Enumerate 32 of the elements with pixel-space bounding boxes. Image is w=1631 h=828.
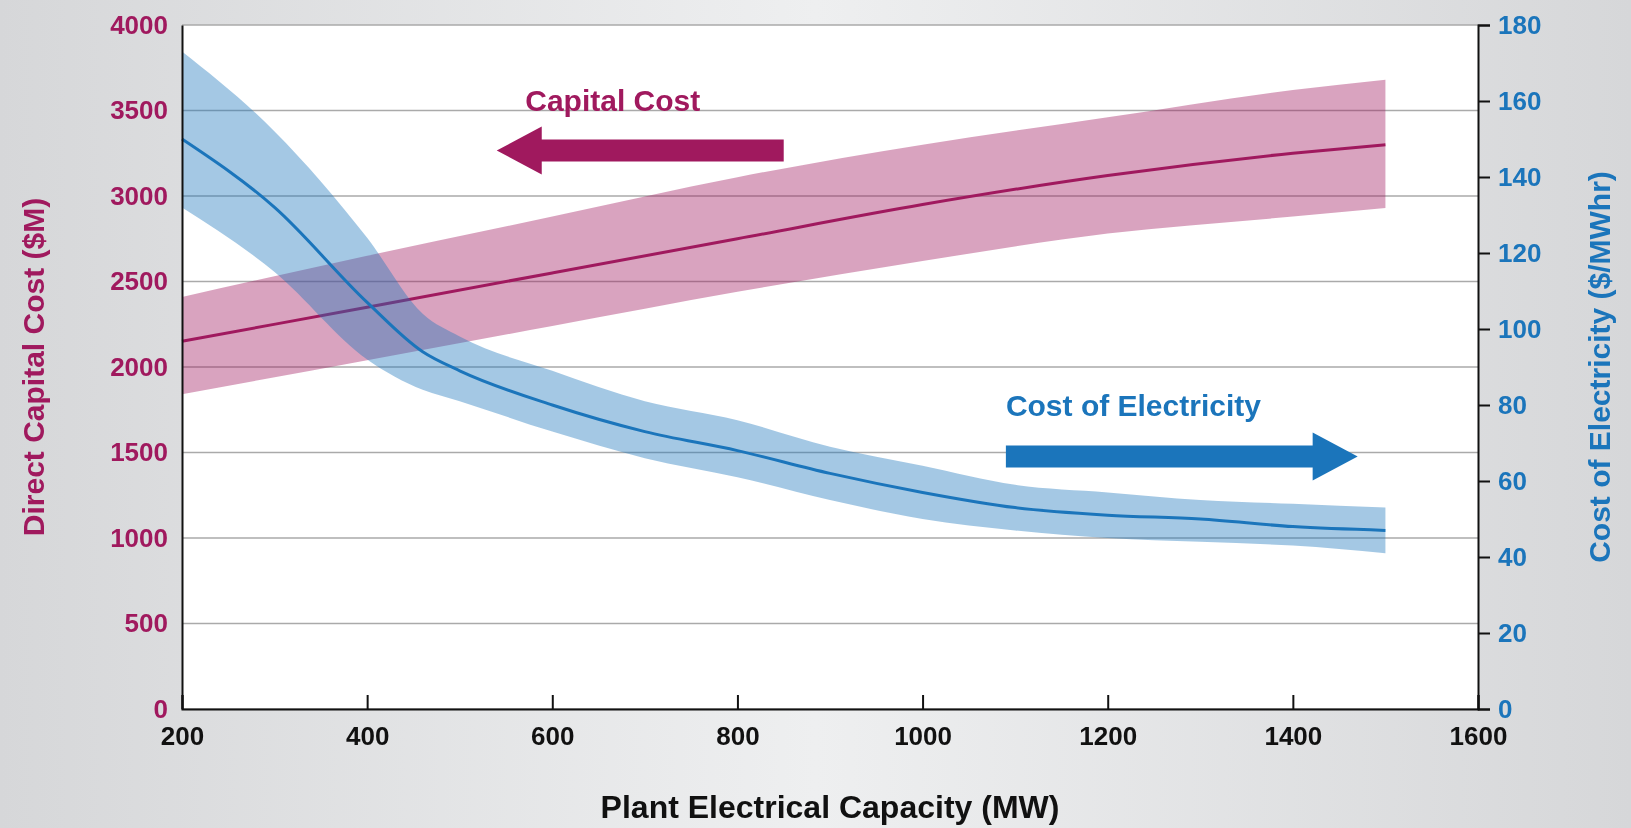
y2-tick-label: 80 xyxy=(1498,389,1527,420)
y2-tick-label: 0 xyxy=(1498,693,1513,724)
x-tick-label: 800 xyxy=(716,721,760,752)
y2-tick-label: 100 xyxy=(1498,313,1542,344)
y-tick-label: 0 xyxy=(153,693,168,724)
text: Capital Cost xyxy=(525,83,701,117)
x-tick-label: 200 xyxy=(160,721,205,752)
y2-tick-label: 60 xyxy=(1498,465,1527,496)
x-tick-label: 400 xyxy=(345,721,390,752)
y2-tick-label: 20 xyxy=(1498,617,1527,648)
y-tick-label: 2000 xyxy=(110,351,168,382)
y2-tick-label: 140 xyxy=(1498,161,1542,192)
x-tick-label: 1400 xyxy=(1264,721,1323,752)
text: Cost of Electricity xyxy=(1005,389,1262,423)
y2-axis-title: Cost of Electricity ($/MWhr) xyxy=(1583,171,1616,563)
y-tick-label: 1500 xyxy=(110,437,168,468)
y-tick-label: 500 xyxy=(124,608,168,639)
y2-tick-label: 120 xyxy=(1498,237,1542,268)
y-tick-label: 2500 xyxy=(110,266,168,297)
y2-tick-label: 40 xyxy=(1498,541,1527,572)
y-tick-label: 3000 xyxy=(110,180,168,211)
y2-tick-label: 160 xyxy=(1498,85,1542,116)
x-tick-label: 1000 xyxy=(894,721,952,752)
y-tick-label: 4000 xyxy=(110,9,168,40)
y-tick-label: 3500 xyxy=(110,95,168,126)
x-tick-label: 600 xyxy=(531,721,575,752)
x-axis-title: Plant Electrical Capacity (MW) xyxy=(600,789,1060,825)
y2-tick-label: 180 xyxy=(1498,9,1542,40)
y-tick-label: 1000 xyxy=(110,522,168,553)
y-axis-title: Direct Capital Cost ($M) xyxy=(17,197,50,537)
x-tick-label: 1200 xyxy=(1079,721,1138,752)
x-tick-label: 1600 xyxy=(1449,721,1508,752)
